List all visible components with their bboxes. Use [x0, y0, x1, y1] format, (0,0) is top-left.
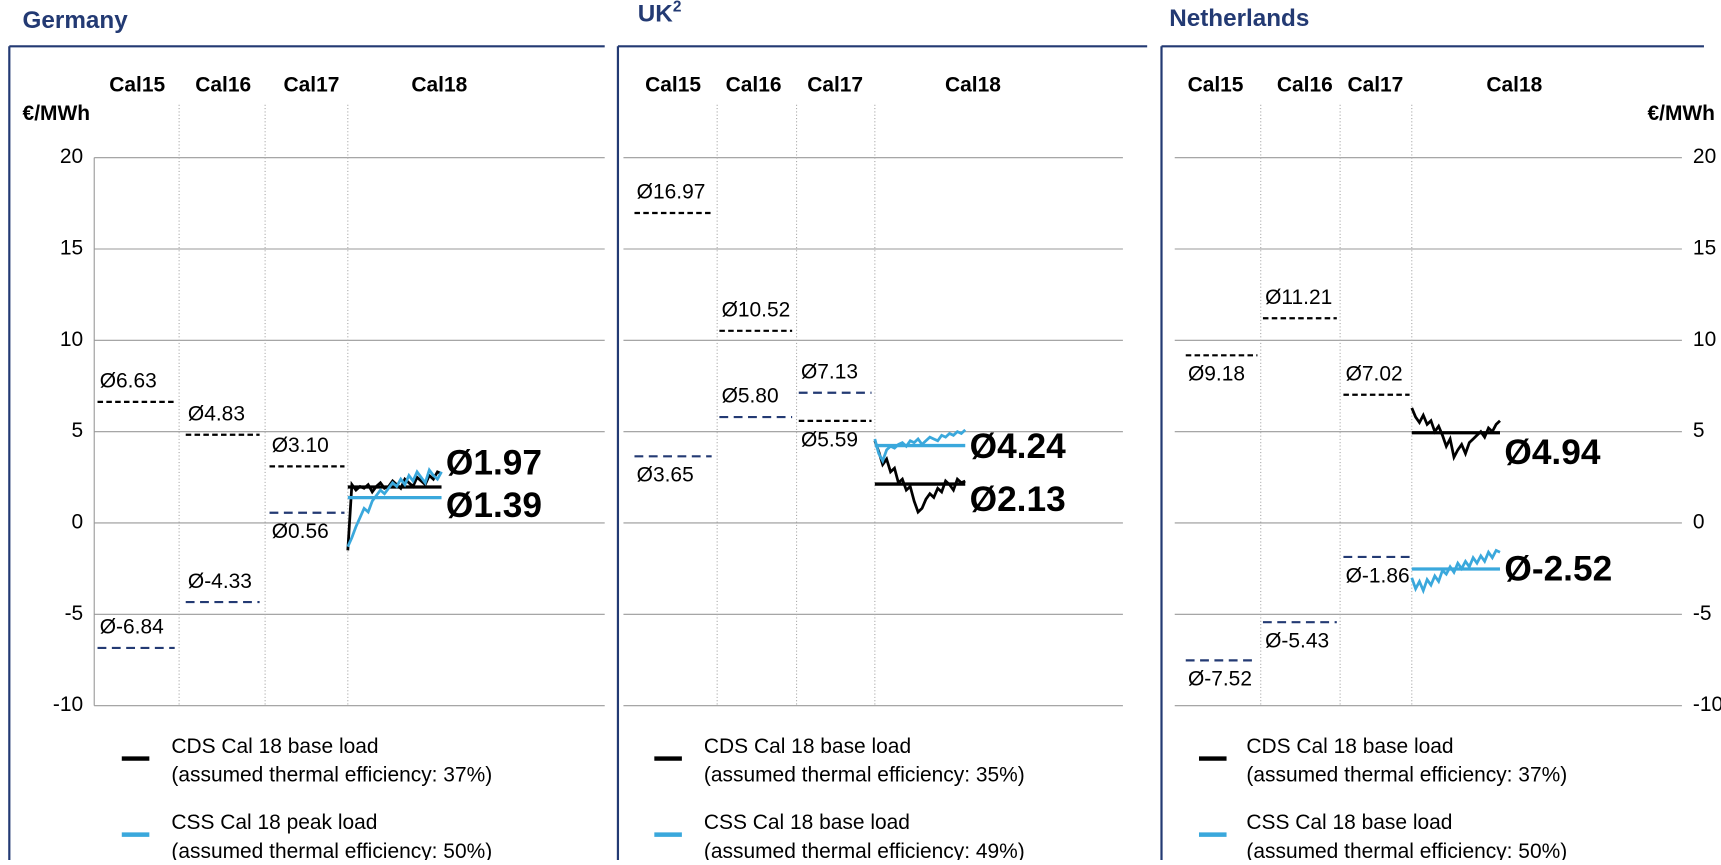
category-label: Cal18 [945, 74, 1001, 97]
average-label: Ø-4.33 [188, 570, 252, 593]
y-tick-label: -5 [1693, 602, 1712, 625]
panel: Netherlands €/MWh -10 -5 0 5 10 15 20 Cal15 Cal16 C… [1162, 5, 1721, 860]
average-label: Ø11.21 [1265, 286, 1332, 309]
average-label: Ø4.83 [188, 402, 245, 425]
legend-note: (assumed thermal efficiency: 37%) [171, 764, 492, 787]
cal18-average-label: Ø-2.52 [1504, 550, 1612, 589]
y-tick-label: 0 [1693, 511, 1705, 534]
legend-label: CDS Cal 18 base load [1246, 735, 1453, 758]
average-label: Ø9.18 [1188, 363, 1245, 386]
average-label: Ø16.97 [637, 181, 706, 204]
y-tick-label: 20 [1693, 145, 1716, 168]
average-label: Ø7.02 [1346, 362, 1403, 385]
average-label: Ø-7.52 [1188, 668, 1252, 691]
legend-note: (assumed thermal efficiency: 37%) [1246, 764, 1567, 787]
title-text: UK [638, 1, 674, 28]
legend-label: CDS Cal 18 base load [171, 735, 378, 758]
average-label: Ø7.13 [801, 360, 858, 383]
cal18-average-label: Ø4.24 [970, 427, 1066, 466]
legend-note: (assumed thermal efficiency: 49%) [704, 840, 1025, 860]
y-tick-label: 15 [60, 237, 83, 260]
title-footnote: 2 [673, 0, 682, 16]
title-text: Netherlands [1169, 5, 1309, 32]
category-label: Cal16 [195, 74, 251, 97]
legend-note: (assumed thermal efficiency: 50%) [171, 840, 492, 860]
legend-note: (assumed thermal efficiency: 50%) [1246, 840, 1567, 860]
average-label: Ø0.56 [272, 520, 329, 543]
average-label: Ø5.59 [801, 428, 858, 451]
cal18-average-label: Ø1.97 [446, 443, 542, 482]
legend-label: CSS Cal 18 peak load [171, 811, 377, 834]
legend-note: (assumed thermal efficiency: 35%) [704, 764, 1025, 787]
average-label: Ø3.65 [637, 464, 694, 487]
category-label: Cal15 [109, 74, 165, 97]
average-label: Ø-5.43 [1265, 630, 1329, 653]
category-label: Cal15 [1188, 74, 1244, 97]
legend-label: CSS Cal 18 base load [1246, 811, 1452, 834]
average-label: Ø5.80 [722, 385, 779, 408]
daily-spread [875, 441, 965, 512]
y-tick-label: -5 [65, 602, 84, 625]
category-label: Cal16 [1277, 74, 1333, 97]
category-label: Cal18 [1486, 74, 1542, 97]
panel: UK2 Cal15 Cal16 Cal17 Cal18 Ø16.97 Ø10.52 Ø5.59… [618, 0, 1147, 860]
category-label: Cal16 [726, 74, 782, 97]
y-tick-label: 10 [1693, 328, 1716, 351]
category-label: Cal17 [283, 74, 339, 97]
average-label: Ø-6.84 [100, 616, 164, 639]
y-axis-label: €/MWh [23, 102, 90, 125]
cal18-average-label: Ø2.13 [970, 480, 1066, 519]
category-label: Cal17 [1347, 74, 1403, 97]
average-label: Ø6.63 [100, 370, 157, 393]
cal18-average-label: Ø4.94 [1504, 433, 1600, 472]
average-label: Ø3.10 [272, 434, 329, 457]
y-tick-label: 15 [1693, 237, 1716, 260]
y-tick-label: 5 [72, 419, 84, 442]
y-tick-label: 0 [72, 511, 84, 534]
category-label: Cal15 [645, 74, 701, 97]
average-label: Ø-1.86 [1346, 564, 1410, 587]
y-tick-label: -10 [53, 693, 83, 716]
y-tick-label: -10 [1693, 693, 1721, 716]
y-tick-label: 5 [1693, 419, 1705, 442]
average-label: Ø10.52 [722, 299, 791, 322]
title-text: Germany [23, 7, 129, 34]
y-tick-label: 10 [60, 328, 83, 351]
y-tick-label: 20 [60, 145, 83, 168]
panel: Germany €/MWh -10 -5 0 5 10 15 20 Cal15 Cal16 Cal17… [9, 7, 604, 860]
y-axis-label: €/MWh [1648, 102, 1715, 125]
legend-label: CDS Cal 18 base load [704, 735, 911, 758]
panel-title: UK2 [638, 0, 682, 28]
category-label: Cal18 [411, 74, 467, 97]
legend-label: CSS Cal 18 base load [704, 811, 910, 834]
panel-title: Germany [23, 7, 129, 34]
panel-title: Netherlands [1169, 5, 1309, 32]
cal18-average-label: Ø1.39 [446, 486, 542, 525]
category-label: Cal17 [807, 74, 863, 97]
